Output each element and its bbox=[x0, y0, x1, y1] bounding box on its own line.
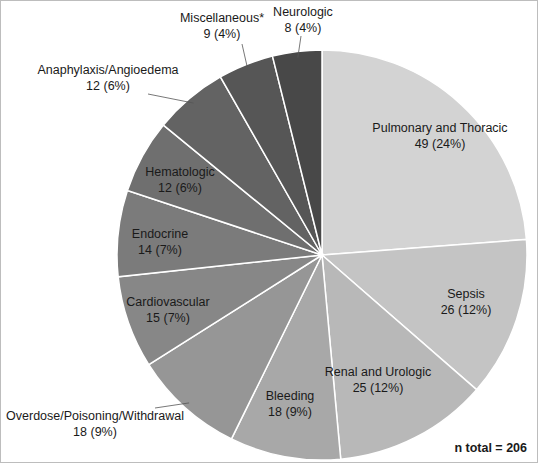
frame bbox=[1, 1, 538, 463]
slice-label: Cardiovascular bbox=[126, 295, 209, 309]
leader-line bbox=[298, 36, 301, 58]
leader-line bbox=[155, 403, 189, 408]
data-label: 8 (4%) bbox=[285, 21, 322, 35]
data-label: 12 (6%) bbox=[86, 79, 130, 93]
slice-label: Miscellaneous* bbox=[180, 11, 264, 25]
slice bbox=[322, 255, 477, 459]
data-label: 14 (7%) bbox=[138, 243, 182, 257]
leader-line bbox=[148, 94, 194, 103]
data-label: 18 (9%) bbox=[268, 405, 312, 419]
data-label: 26 (12%) bbox=[441, 303, 492, 317]
data-label: 15 (7%) bbox=[146, 311, 190, 325]
slice bbox=[272, 50, 322, 255]
slice-label: Anaphylaxis/Angioedema bbox=[37, 63, 178, 77]
slice-label: Overdose/Poisoning/Withdrawal bbox=[6, 409, 184, 423]
slice-label: Neurologic bbox=[273, 5, 333, 19]
leader-line bbox=[242, 44, 248, 70]
data-label: 49 (24%) bbox=[415, 137, 466, 151]
data-label: 9 (4%) bbox=[204, 27, 241, 41]
data-label: 18 (9%) bbox=[73, 425, 117, 439]
slice-label: Sepsis bbox=[447, 287, 485, 301]
annotation: n total = 206 bbox=[454, 441, 527, 455]
slice bbox=[322, 50, 526, 255]
slice-label: Renal and Urologic bbox=[325, 365, 431, 379]
data-label: 25 (12%) bbox=[353, 381, 404, 395]
slice-label: Endocrine bbox=[132, 227, 188, 241]
slice-label: Hematologic bbox=[145, 165, 214, 179]
slice-label: Bleeding bbox=[266, 389, 315, 403]
slices bbox=[117, 50, 527, 460]
chart: Pulmonary and Thoracic 49 (24%) Sepsis 26 (… bbox=[0, 0, 538, 463]
data-label: 12 (6%) bbox=[158, 181, 202, 195]
slice-label: Pulmonary and Thoracic bbox=[372, 121, 507, 135]
